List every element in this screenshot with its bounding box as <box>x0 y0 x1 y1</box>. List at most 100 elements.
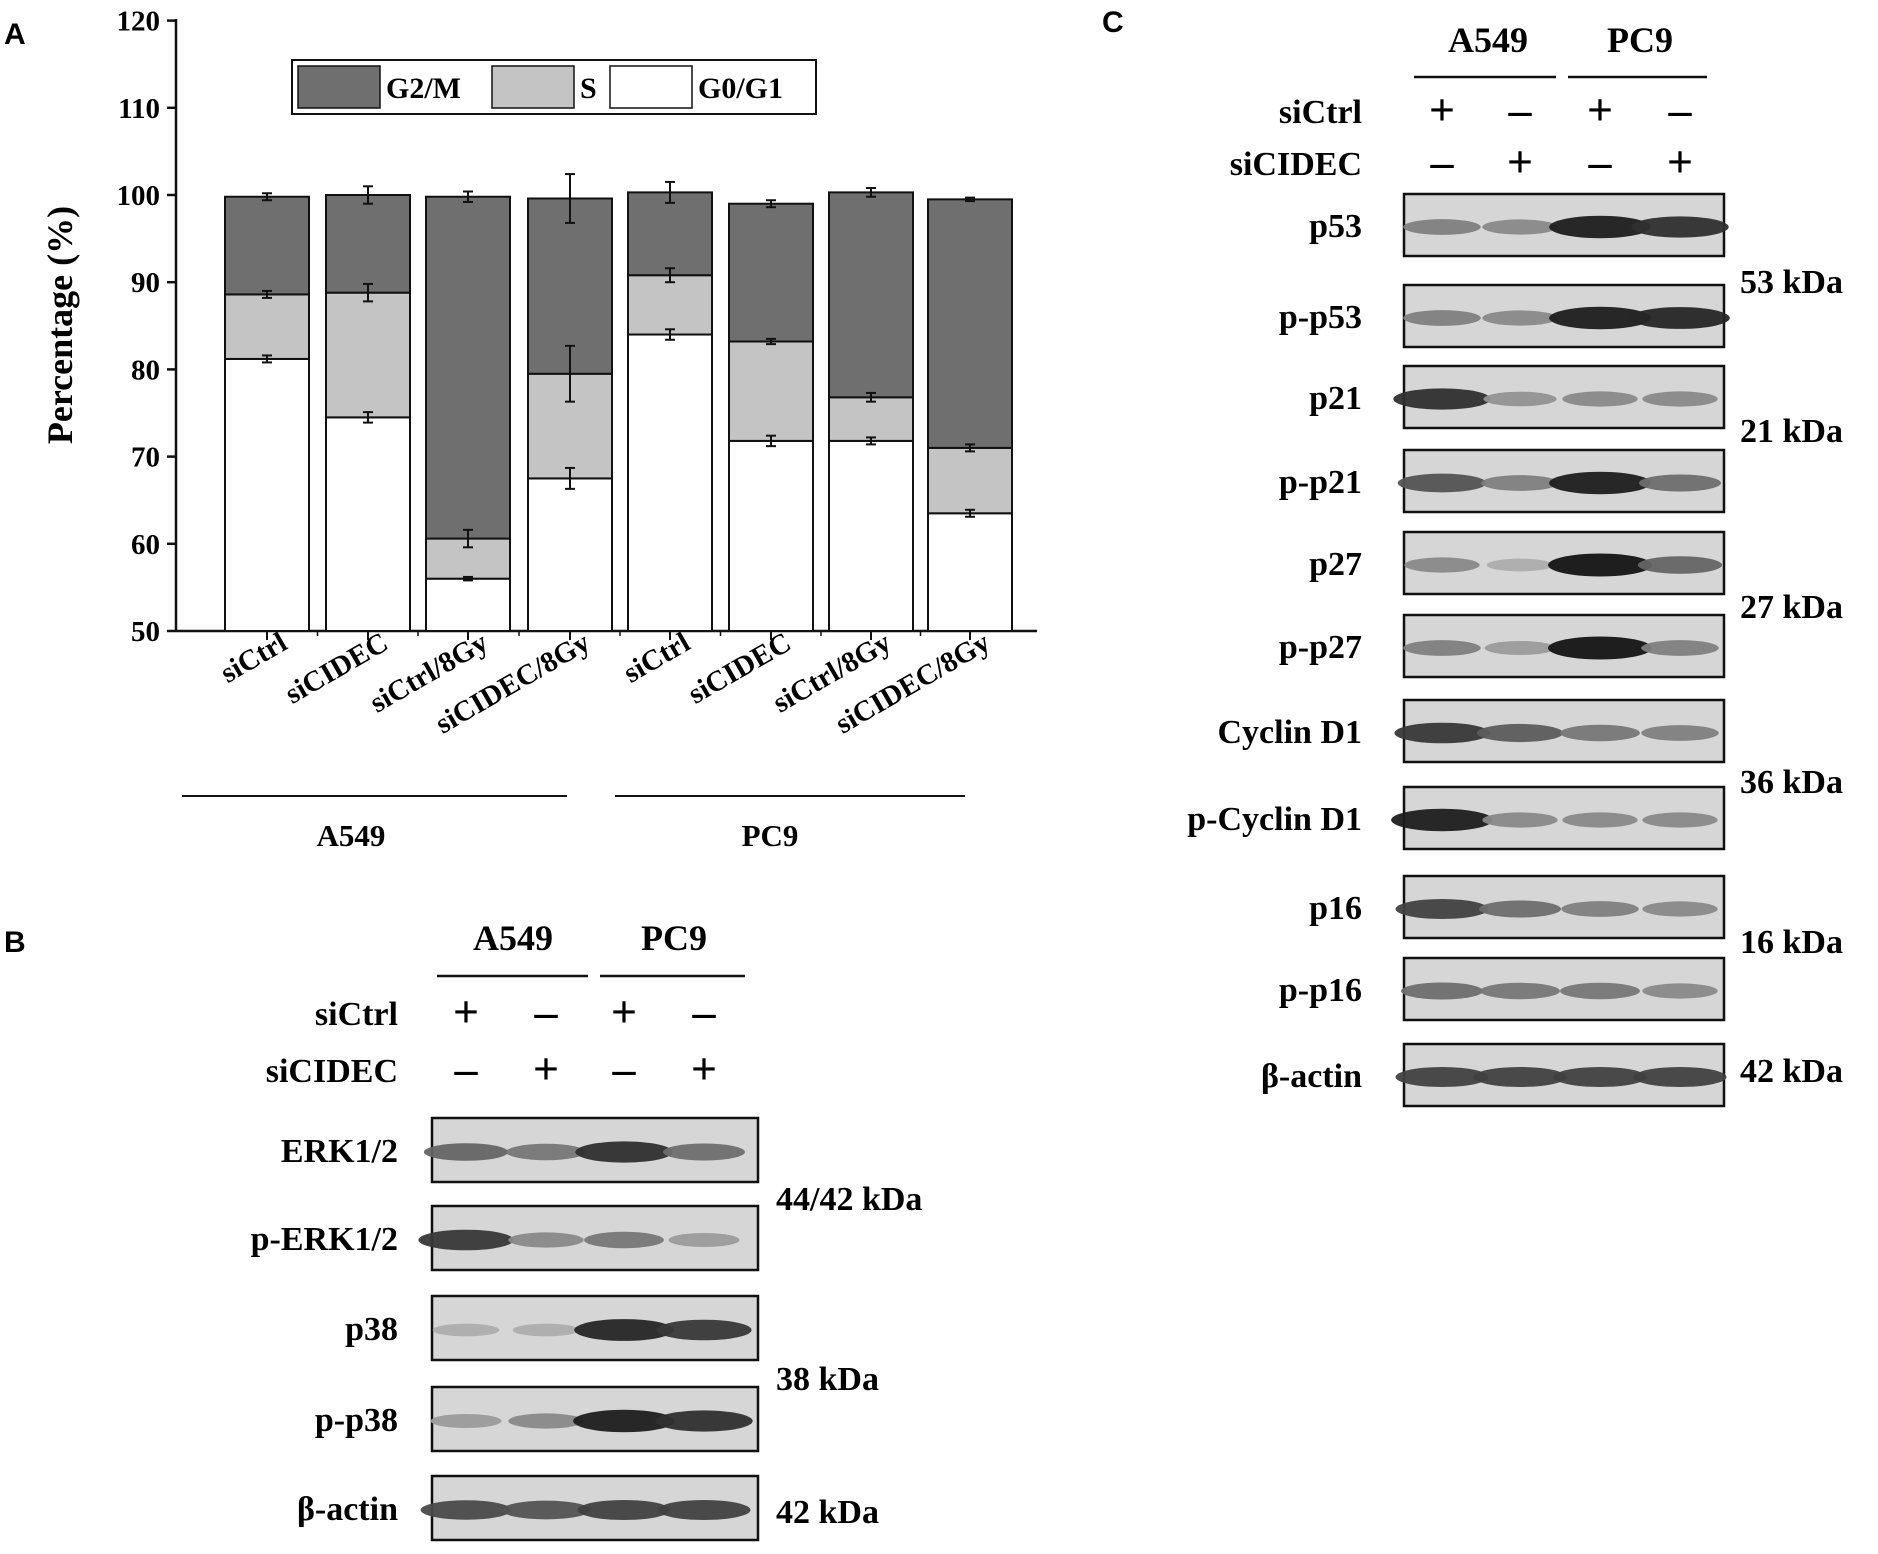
blot-band <box>1481 475 1559 491</box>
blot-row: p38 <box>345 1294 760 1362</box>
error-bar-g0g1 <box>866 436 876 446</box>
blot-band <box>1637 556 1723 574</box>
plus-sign: + <box>453 986 479 1037</box>
minus-sign: – <box>1508 84 1533 135</box>
blot-band <box>506 1143 586 1161</box>
bar-segment-g0g1 <box>728 439 814 632</box>
blot-band <box>657 1500 751 1520</box>
blot-band <box>1631 216 1729 238</box>
molecular-weight-label: 21 kDa <box>1740 413 1843 450</box>
error-bar-s <box>965 443 975 453</box>
panel-a-letter: A <box>4 18 26 51</box>
protein-label: p38 <box>345 1311 398 1348</box>
panel-c-letter: C <box>1102 6 1124 39</box>
minus-sign: – <box>692 986 717 1037</box>
x-tick-label: siCtrl <box>618 626 695 689</box>
blot-band <box>577 1500 671 1520</box>
minus-sign: – <box>1668 84 1693 135</box>
blot-band <box>1395 1067 1489 1087</box>
blot-band <box>1482 812 1558 828</box>
blot-band <box>1483 391 1557 407</box>
bar-segment-g2m <box>828 191 914 399</box>
blot-band <box>1397 473 1487 493</box>
minus-sign: – <box>1588 136 1613 187</box>
error-bar-s <box>766 337 776 346</box>
y-axis-label: Percentage (%) <box>40 206 80 444</box>
bar-segment-g0g1 <box>425 577 511 632</box>
error-bar-g2m <box>866 187 876 198</box>
legend-swatch-g2m <box>297 65 381 109</box>
blot-band <box>1482 310 1558 326</box>
column-header: A549 <box>473 918 553 958</box>
legend-label-s: S <box>580 72 597 105</box>
error-bar-g2m <box>262 192 272 202</box>
blot-band <box>1403 219 1481 235</box>
blot-band <box>1482 219 1558 235</box>
legend-swatch-g0g1 <box>609 65 693 109</box>
protein-label: p-ERK1/2 <box>251 1221 398 1258</box>
blot-band <box>1562 391 1638 407</box>
error-bar-g2m <box>565 173 575 224</box>
blot-band <box>430 1414 502 1428</box>
protein-label: p53 <box>1309 208 1362 245</box>
blot-band <box>1562 812 1638 828</box>
bar-segment-g2m <box>425 195 511 540</box>
blot-band <box>1641 725 1719 741</box>
bar-segment-g0g1 <box>828 439 914 632</box>
blot-band <box>1480 982 1560 1000</box>
blot-row: p-p16 <box>1279 956 1726 1022</box>
bar-segment-g2m <box>527 197 613 375</box>
error-bar-g0g1 <box>262 354 272 364</box>
column-header: PC9 <box>641 918 707 958</box>
protein-label: p-Cyclin D1 <box>1187 801 1362 838</box>
blot-band <box>1553 1067 1647 1087</box>
stacked-bar-chart: 50 60 70 80 90 100 110 120 siCtrlsiCIDECsiCtrl/… <box>40 6 1037 853</box>
blot-band <box>1549 306 1651 330</box>
molecular-weight-label: 16 kDa <box>1740 924 1843 961</box>
blot-band <box>584 1231 664 1249</box>
plus-sign: + <box>1667 136 1693 187</box>
plus-sign: + <box>611 986 637 1037</box>
legend-label-g2m: G2/M <box>386 72 461 105</box>
bar-segment-g0g1 <box>627 333 713 632</box>
molecular-weight-label: 44/42 kDa <box>776 1181 922 1218</box>
blot-band <box>1549 215 1651 239</box>
bar-segment-g0g1 <box>325 416 411 632</box>
blot-band <box>655 1410 753 1432</box>
y-tick-label: 70 <box>131 442 160 474</box>
y-tick-label: 50 <box>131 616 160 648</box>
minus-sign: – <box>1430 136 1455 187</box>
protein-label: p21 <box>1309 380 1362 417</box>
condition-label: siCtrl <box>1279 94 1362 131</box>
protein-label: β-actin <box>1261 1058 1362 1095</box>
panel-b-letter: B <box>4 926 26 959</box>
blot-band <box>1560 724 1640 742</box>
plus-sign: + <box>1429 84 1455 135</box>
blot-band <box>1394 722 1490 744</box>
blot-band <box>432 1323 500 1337</box>
molecular-weight-label: 27 kDa <box>1740 589 1843 626</box>
error-bar-g0g1 <box>665 328 675 341</box>
y-ticks: 50 60 70 80 90 100 110 120 <box>117 6 176 648</box>
blot-row: p53 <box>1309 192 1729 258</box>
legend-swatch-s <box>491 65 575 109</box>
bar-segment-s <box>325 291 411 419</box>
bar-segment-s <box>224 293 310 360</box>
blot-row: p21 <box>1309 364 1726 430</box>
legend-label-g0g1: G0/G1 <box>698 72 783 105</box>
blot-band <box>1486 558 1554 572</box>
blot-band <box>1630 307 1730 329</box>
blot-row: p-p21 <box>1279 448 1726 514</box>
condition-label: siCtrl <box>315 996 398 1033</box>
protein-label: p27 <box>1309 546 1362 583</box>
protein-label: p16 <box>1309 890 1362 927</box>
group-label: A549 <box>317 818 386 853</box>
blot-band <box>668 1233 740 1247</box>
bar-segment-g0g1 <box>527 477 613 632</box>
molecular-weight-label: 38 kDa <box>776 1361 879 1398</box>
y-tick-label: 120 <box>117 6 161 38</box>
group-labels: A549 PC9 <box>182 795 965 853</box>
protein-label: Cyclin D1 <box>1218 714 1363 751</box>
bar-segment-g0g1 <box>224 357 310 632</box>
blot-band <box>1391 808 1493 832</box>
